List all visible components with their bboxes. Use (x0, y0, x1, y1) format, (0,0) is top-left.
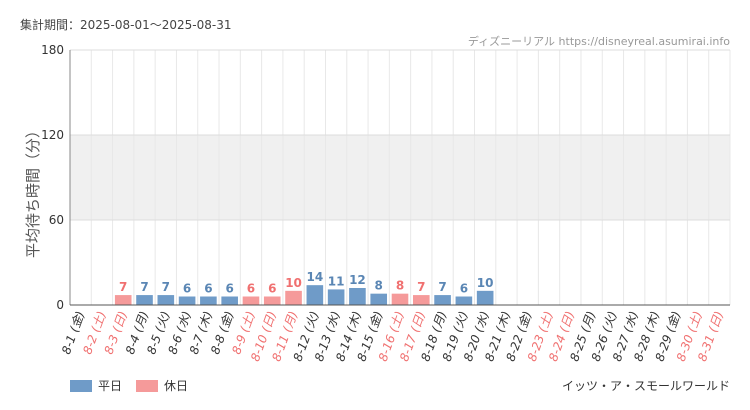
bar (114, 295, 132, 305)
attraction-name: イッツ・ア・スモールワールド (561, 379, 730, 393)
legend-label-weekday: 平日 (98, 379, 123, 393)
data-label: 7 (438, 280, 446, 294)
y-tick-label: 0 (56, 298, 64, 312)
bar (200, 296, 217, 305)
bar (136, 295, 153, 305)
bar (434, 295, 451, 305)
data-label: 6 (183, 282, 191, 296)
period-label: 集計期間：2025-08-01〜2025-08-31 (20, 18, 232, 32)
bar (327, 289, 345, 305)
data-label: 7 (417, 280, 425, 294)
data-label: 11 (328, 274, 345, 288)
legend-item-weekday[interactable]: 平日 (70, 377, 122, 394)
data-label: 10 (477, 276, 494, 290)
bar (412, 295, 430, 305)
bar (306, 285, 324, 305)
data-label: 14 (306, 270, 323, 284)
y-tick-label: 60 (49, 213, 64, 227)
data-label: 7 (140, 280, 148, 294)
bar (455, 296, 473, 305)
y-tick-label: 180 (41, 43, 64, 57)
data-label: 12 (349, 273, 366, 287)
data-label: 6 (225, 282, 233, 296)
legend-label-holiday: 休日 (164, 379, 189, 393)
data-label: 6 (268, 282, 276, 296)
source-link[interactable]: ディズニーリアル https://disneyreal.asumirai.inf… (467, 35, 730, 48)
bar (349, 288, 366, 305)
shaded-band (70, 135, 730, 220)
data-label: 8 (396, 279, 404, 293)
y-tick-label: 120 (41, 128, 64, 142)
legend-swatch-holiday (136, 379, 159, 392)
bar (476, 290, 494, 305)
data-label: 7 (119, 280, 127, 294)
bar (370, 293, 388, 305)
bar (285, 290, 302, 305)
legend: 平日 休日 (70, 377, 188, 394)
bar (221, 296, 238, 305)
bar (242, 296, 260, 305)
legend-swatch-weekday (70, 379, 92, 392)
data-label: 6 (460, 282, 468, 296)
data-label: 7 (162, 280, 170, 294)
legend-item-holiday[interactable]: 休日 (136, 377, 188, 394)
data-label: 6 (204, 282, 212, 296)
data-label: 10 (285, 276, 302, 290)
data-label: 6 (247, 282, 255, 296)
bar (157, 295, 175, 305)
bar (263, 296, 281, 305)
data-label: 8 (375, 279, 383, 293)
bar (178, 296, 196, 305)
bar (391, 293, 409, 305)
